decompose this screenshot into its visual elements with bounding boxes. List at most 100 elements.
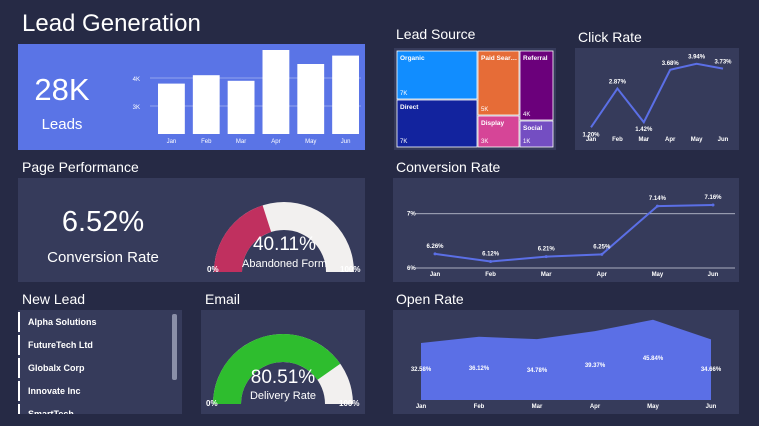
- treemap-label: Organic: [400, 55, 425, 62]
- data-label: 7.16%: [704, 195, 722, 201]
- bar: [262, 50, 290, 134]
- click-rate-panel: 1.20% Jan 2.87% Feb 1.42% Mar 3.68% Apr 3.94% May…: [575, 48, 739, 150]
- abandoned-form-gauge: [214, 202, 354, 272]
- x-tick-label: Apr: [590, 404, 601, 410]
- gauge-fill: [213, 334, 341, 404]
- x-tick-label: Jan: [167, 139, 177, 145]
- x-tick-label: Jan: [586, 137, 597, 143]
- series-line: [590, 62, 724, 128]
- data-point: [489, 259, 493, 263]
- data-label: 3.94%: [688, 55, 706, 61]
- x-tick-label: May: [652, 272, 664, 278]
- x-tick-label: Jun: [706, 404, 717, 410]
- data-label: 34.78%: [527, 368, 548, 374]
- x-tick-label: May: [691, 137, 703, 143]
- email-panel: 80.51% Delivery Rate 0% 100%: [201, 310, 365, 414]
- data-label: 3.68%: [662, 61, 680, 67]
- open-rate-chart: 32.58% Jan 36.12% Feb 34.78% Mar 39.37% Apr 45.8…: [411, 319, 722, 410]
- x-tick-label: Feb: [201, 139, 212, 145]
- x-tick-label: May: [305, 139, 316, 145]
- treemap-value: 3K: [481, 139, 488, 145]
- delivery-rate-max: 100%: [339, 399, 360, 408]
- bar: [297, 64, 325, 134]
- list-item[interactable]: FutureTech Ltd: [18, 335, 168, 355]
- data-point: [655, 204, 659, 208]
- conversion-rate-panel: 6% 7% 6.26% Jan 6.12% Feb 6.21% Mar 6.25% Apr 7.14…: [393, 178, 739, 282]
- list-item[interactable]: SmartTech: [18, 404, 168, 414]
- data-label: 34.66%: [701, 367, 722, 373]
- treemap-label: Paid Sear…: [481, 55, 517, 62]
- data-label: 6.25%: [593, 244, 611, 250]
- x-tick-label: Mar: [541, 272, 552, 278]
- x-tick-label: Jun: [708, 272, 719, 278]
- abandoned-form-min: 0%: [207, 265, 219, 274]
- x-tick-label: Feb: [485, 272, 496, 278]
- data-label: 32.58%: [411, 367, 432, 373]
- data-label: 1.20%: [582, 132, 600, 138]
- data-point: [600, 252, 604, 256]
- data-label: 2.87%: [609, 80, 627, 86]
- gauge-fill: [214, 205, 272, 272]
- abandoned-form-max: 100%: [340, 265, 361, 274]
- list-item[interactable]: Alpha Solutions: [18, 312, 168, 332]
- area-fill: [421, 319, 711, 400]
- click-rate-title: Click Rate: [578, 29, 642, 45]
- treemap-label: Display: [481, 120, 505, 127]
- delivery-rate-value: 80.51%: [250, 367, 316, 388]
- series-line: [434, 204, 714, 263]
- x-tick-label: Apr: [271, 139, 280, 145]
- x-tick-label: May: [647, 404, 659, 410]
- treemap-value: 7K: [400, 139, 407, 145]
- leads-bar-chart: 3K 4K Jan Feb Mar Apr May Jun: [133, 50, 361, 145]
- open-rate-panel: 32.58% Jan 36.12% Feb 34.78% Mar 39.37% Apr 45.8…: [393, 310, 739, 414]
- y-tick-label: 4K: [133, 77, 140, 83]
- treemap-cell: [396, 50, 478, 100]
- treemap-cell: [519, 120, 554, 148]
- x-tick-label: Feb: [474, 404, 485, 410]
- leads-value: 28K: [34, 72, 90, 107]
- x-tick-label: Jun: [718, 137, 729, 143]
- abandoned-form-value: 40.11%: [252, 234, 317, 255]
- y-tick-label: 3K: [133, 105, 140, 111]
- treemap-value: 4K: [523, 112, 530, 118]
- data-point: [711, 203, 715, 207]
- bar: [158, 83, 185, 134]
- treemap-cell: [477, 50, 520, 116]
- y-tick-label: 6%: [407, 266, 416, 272]
- lead-source-treemap: Organic 7K Direct 7K Paid Sear… 5K Display 3K Re…: [396, 50, 554, 148]
- data-point: [544, 255, 548, 259]
- lead-source-title: Lead Source: [396, 26, 476, 42]
- x-tick-label: Mar: [638, 137, 649, 143]
- conversion-value: 6.52%: [61, 206, 145, 238]
- data-label: 3.73%: [714, 60, 732, 66]
- new-lead-list[interactable]: Alpha Solutions FutureTech Ltd Globalx C…: [18, 310, 182, 414]
- treemap-value: 1K: [523, 139, 530, 145]
- data-label: 39.37%: [585, 363, 606, 369]
- x-tick-label: Mar: [236, 139, 246, 145]
- data-label: 6.21%: [538, 247, 556, 253]
- delivery-rate-gauge: [213, 334, 353, 404]
- lead-source-panel: Organic 7K Direct 7K Paid Sear… 5K Display 3K Re…: [394, 48, 556, 150]
- treemap-cell: [396, 99, 478, 148]
- leads-card[interactable]: 28K Leads 3K 4K Jan Feb Mar Apr May Jun: [18, 44, 365, 150]
- treemap-label: Referral: [523, 55, 548, 62]
- bar: [227, 80, 255, 134]
- conversion-rate-chart: 6% 7% 6.26% Jan 6.12% Feb 6.21% Mar 6.25% Apr 7.14…: [407, 195, 735, 278]
- x-tick-label: Feb: [612, 137, 623, 143]
- data-label: 45.84%: [643, 356, 664, 362]
- data-label: 6.26%: [426, 244, 444, 250]
- abandoned-form-label: Abandoned Form: [242, 258, 327, 270]
- scrollbar[interactable]: [172, 314, 177, 380]
- data-label: 1.42%: [635, 127, 653, 133]
- open-rate-title: Open Rate: [396, 291, 464, 307]
- x-tick-label: Jan: [430, 272, 441, 278]
- list-item[interactable]: Globalx Corp: [18, 358, 168, 378]
- delivery-rate-min: 0%: [206, 399, 218, 408]
- leads-label: Leads: [41, 116, 83, 133]
- list-item[interactable]: Innovate Inc: [18, 381, 168, 401]
- new-lead-title: New Lead: [22, 291, 86, 307]
- data-point: [433, 252, 437, 256]
- data-label: 6.12%: [482, 251, 500, 257]
- delivery-rate-label: Delivery Rate: [249, 390, 317, 402]
- bar: [192, 75, 220, 134]
